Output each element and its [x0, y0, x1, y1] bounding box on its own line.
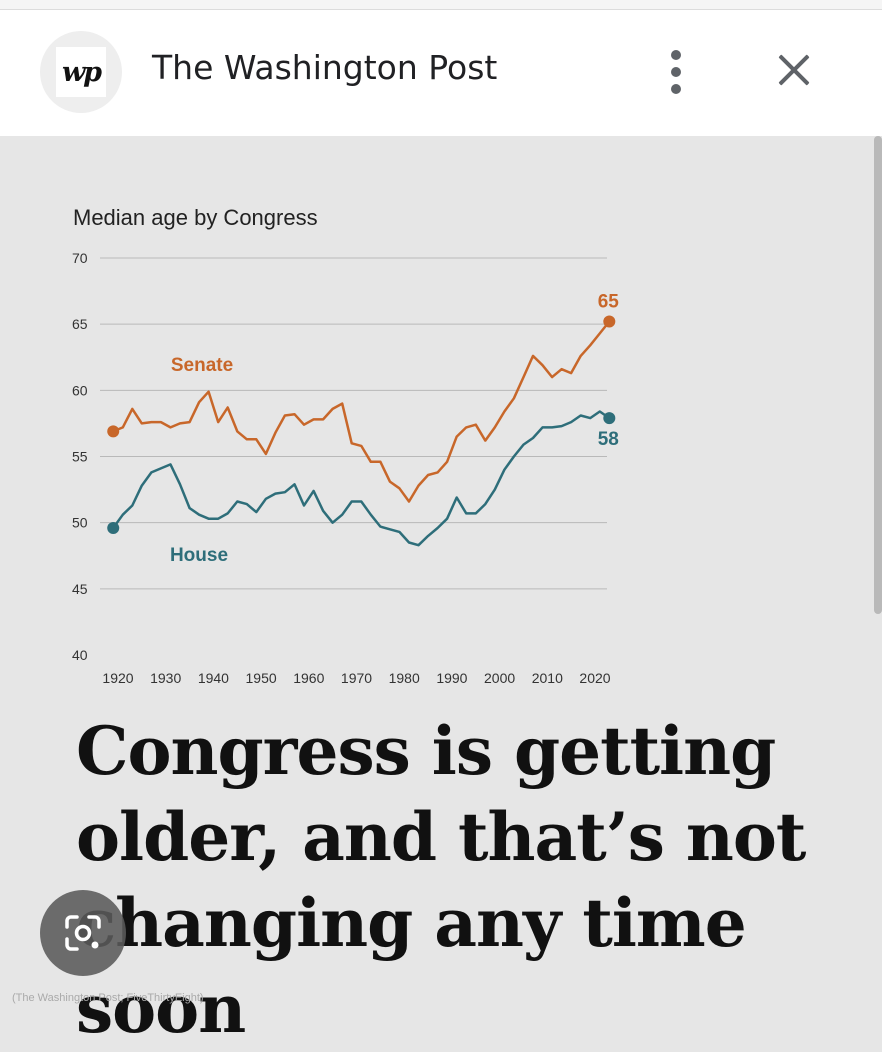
y-tick-label: 40 [72, 647, 88, 663]
photo-credit: (The Washington Post; FiveThirtyEight) [12, 992, 204, 1004]
y-tick-label: 70 [72, 250, 88, 266]
x-tick-label: 1990 [436, 670, 467, 686]
senate-end-label: 65 [598, 292, 620, 313]
senate-series-line [112, 320, 611, 503]
kebab-menu-icon[interactable] [664, 50, 688, 94]
house-start-point [107, 521, 120, 534]
senate-end-point [603, 315, 616, 328]
x-tick-label: 1950 [246, 670, 277, 686]
google-lens-icon [65, 915, 101, 951]
senate-start-point [107, 425, 120, 438]
house-end-label: 58 [598, 429, 619, 450]
chart-title: Median age by Congress [73, 205, 318, 230]
x-tick-label: 1980 [389, 670, 420, 686]
y-tick-label: 65 [72, 316, 88, 332]
house-series-line [112, 410, 611, 547]
y-tick-label: 60 [72, 382, 88, 398]
site-logo[interactable]: wp [40, 31, 122, 113]
x-tick-label: 1940 [198, 670, 229, 686]
wp-logo-mark: wp [56, 47, 106, 97]
x-tick-label: 2000 [484, 670, 515, 686]
y-tick-label: 45 [72, 581, 88, 597]
senate-series-label: Senate [171, 355, 233, 376]
x-tick-label: 1930 [150, 670, 181, 686]
top-rule [0, 0, 882, 10]
house-series-label: House [170, 545, 228, 566]
x-tick-label: 1920 [102, 670, 133, 686]
scrollbar[interactable] [874, 136, 882, 614]
app-header: wp The Washington Post [0, 10, 882, 136]
google-lens-button[interactable] [40, 890, 126, 976]
median-age-chart: 70 65 60 55 50 45 40 1920 1930 1940 1950 1960 1970 19… [72, 250, 620, 686]
x-tick-label: 1970 [341, 670, 372, 686]
y-tick-label: 50 [72, 515, 88, 531]
x-tick-label: 2020 [579, 670, 610, 686]
site-title: The Washington Post [152, 48, 498, 87]
x-tick-label: 1960 [293, 670, 324, 686]
y-tick-label: 55 [72, 449, 88, 465]
house-end-point [603, 412, 616, 425]
x-tick-label: 2010 [532, 670, 563, 686]
